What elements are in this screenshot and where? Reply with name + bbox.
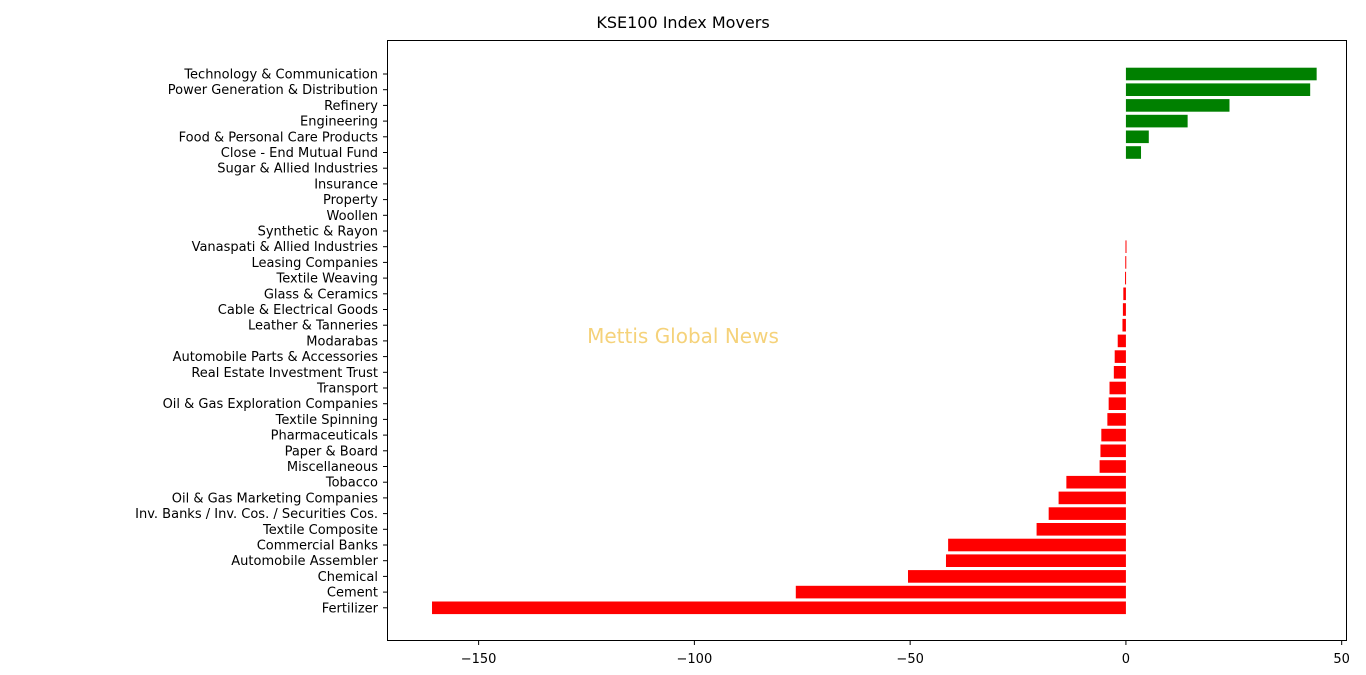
y-tick-label: Automobile Assembler [231,554,378,569]
y-tick-label: Modarabas [306,334,378,349]
bar [1036,523,1126,536]
bar [1109,381,1126,395]
y-tick-label: Fertilizer [322,601,379,616]
y-tick-label: Woollen [327,209,378,224]
y-tick-label: Inv. Banks / Inv. Cos. / Securities Cos. [135,507,378,522]
y-tick-label: Chemical [318,570,378,585]
bar [1117,334,1126,348]
bar [945,554,1126,567]
y-tick-label: Close - End Mutual Fund [221,146,378,161]
bar [1125,256,1127,269]
bar [1125,240,1127,253]
y-tick-label: Textile Composite [262,523,378,538]
bar [432,601,1126,615]
bar [1122,303,1126,316]
y-tick-label: Transport [316,382,378,397]
y-tick-label: Synthetic & Rayon [258,225,378,240]
y-tick-label: Power Generation & Distribution [168,83,378,98]
bar [1099,460,1126,473]
chart-title: KSE100 Index Movers [596,13,769,32]
bar [1114,350,1126,363]
y-tick-label: Leasing Companies [251,256,378,271]
y-tick-label: Tobacco [325,476,378,491]
bar [1125,146,1142,159]
bar [1123,287,1126,301]
y-tick-label: Technology & Communication [183,68,378,83]
bar [795,585,1126,599]
y-tick-label: Textile Spinning [275,413,378,428]
x-tick-label: 0 [1122,652,1130,667]
bar [1125,114,1188,128]
bar [1125,99,1230,112]
bar [1058,491,1126,505]
y-tick-label: Sugar & Allied Industries [217,162,378,177]
bar [1125,271,1127,285]
y-tick-label: Oil & Gas Exploration Companies [163,397,379,412]
watermark-text: Mettis Global News [587,324,779,348]
bar [1100,444,1126,458]
x-tick-label: 50 [1333,652,1350,667]
y-tick-label: Textile Weaving [276,272,379,287]
plot-frame [387,40,1347,641]
bar [1108,397,1126,410]
y-tick-label: Pharmaceuticals [271,429,379,444]
y-tick-label: Insurance [314,177,378,192]
bar [1066,475,1126,489]
bar [1048,507,1126,520]
y-tick-label: Cement [327,586,378,601]
bar [1125,67,1317,81]
y-tick-label: Miscellaneous [287,460,378,475]
x-ticks: −150 −100 −50 0 50 [461,640,1350,667]
x-tick-label: −100 [677,652,713,667]
y-tick-label: Cable & Electrical Goods [218,303,378,318]
bar [907,570,1126,583]
bar [1101,428,1126,442]
y-tick-label: Automobile Parts & Accessories [173,350,379,365]
y-tick-label: Commercial Banks [257,539,379,554]
bar [1107,413,1126,426]
y-tick-label: Glass & Ceramics [264,287,378,302]
bar [1125,83,1311,96]
bar [1122,318,1126,332]
y-tick-label: Property [323,193,378,208]
y-tick-label: Real Estate Investment Trust [191,366,378,381]
bar [948,538,1126,552]
y-tick-label: Paper & Board [285,444,378,459]
x-tick-label: −150 [461,652,497,667]
bar [1113,366,1126,379]
y-tick-label: Oil & Gas Marketing Companies [172,491,378,506]
y-tick-label: Refinery [324,99,378,114]
y-tick-label: Vanaspati & Allied Industries [192,240,379,255]
bars-group [432,67,1317,615]
x-tick-label: −50 [896,652,923,667]
y-tick-label: Food & Personal Care Products [179,130,379,145]
y-tick-label: Engineering [300,115,378,130]
y-tick-label: Leather & Tanneries [248,319,378,334]
bar [1125,130,1149,144]
